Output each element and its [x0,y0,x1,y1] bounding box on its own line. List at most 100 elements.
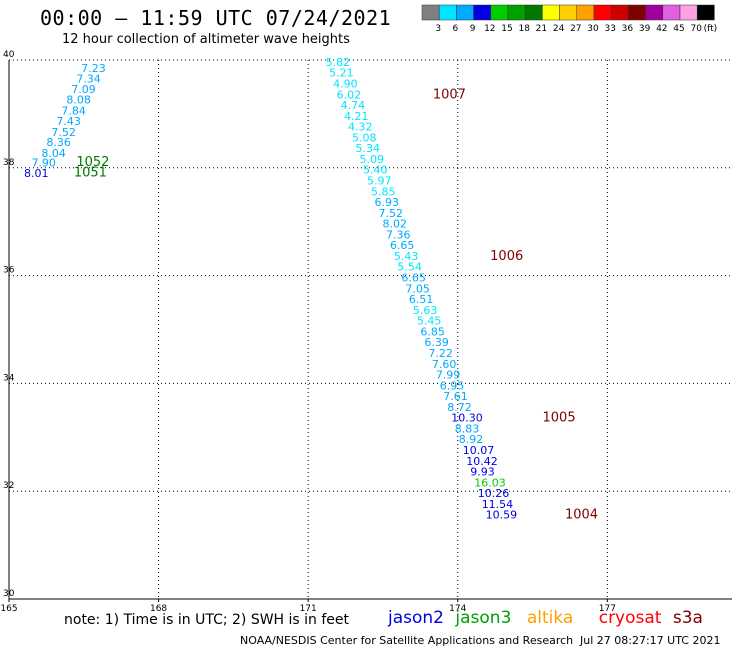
wave-height-point: 5.21 [329,67,354,80]
wave-height-point: 7.52 [51,126,76,139]
chart-subtitle: 12 hour collection of altimeter wave hei… [62,32,350,47]
footer-note: note: 1) Time is in UTC; 2) SWH is in fe… [64,612,350,628]
wave-height-point: 11.54 [482,498,513,511]
colorbar-label: 39 [639,24,651,34]
wave-height-point: 6.93 [374,196,399,209]
y-tick-label: 34 [3,373,15,383]
pressure-label: 1004 [565,508,598,523]
wave-height-point: 5.09 [360,153,385,166]
wave-height-point: 5.40 [363,164,388,177]
wave-height-point: 5.08 [352,131,377,144]
mission-jason2: jason2 [388,608,444,628]
mission-altika: altika [526,608,574,628]
wave-height-point: 10.26 [478,487,510,500]
wave-height-point: 4.32 [348,121,373,134]
wave-height-point: 9.93 [470,466,495,479]
wave-height-point: 5.43 [394,250,419,263]
tick-labels: 165 168 171 174 177 30 32 34 36 38 40 [0,50,616,614]
colorbar-swatch [679,4,698,21]
colorbar-swatch [507,4,526,21]
colorbar-swatch [473,4,492,21]
pressure-label: 1051 [74,165,107,180]
colorbar-swatch [559,4,578,21]
colorbar-swatch [524,4,543,21]
wave-height-point: 6.65 [390,239,415,252]
wave-height-point: 7.09 [71,83,96,96]
wave-height-point: 5.54 [397,261,422,274]
wave-height-point: 4.21 [344,110,369,123]
wave-height-point: 8.01 [24,167,48,180]
wave-height-point: 6.65 [401,272,426,285]
wave-height-point: 10.07 [463,444,495,457]
wave-height-point: 7.22 [428,347,453,360]
colorbar-swatch [542,4,560,21]
x-tick-label: 171 [300,604,317,614]
wave-height-point: 8.92 [459,433,484,446]
wave-height-point: 4.90 [333,77,358,90]
colorbar-label: 36 [622,24,634,34]
wave-height-point: 5.63 [413,304,438,317]
mission-s3a: s3a [672,608,703,628]
wave-height-point: 5.45 [417,315,442,328]
wave-height-point: 10.59 [486,509,518,522]
wave-height-point: 4.74 [341,99,366,112]
colorbar-label: 33 [604,24,615,34]
colorbar-swatch [456,4,474,21]
colorbar-label: 6 [453,24,459,34]
colorbar-label: 15 [501,24,512,34]
credit-date: Jul 27 08:27:17 UTC 2021 [580,634,721,647]
wave-height-point: 7.61 [443,390,468,403]
credit-text: NOAA/NESDIS Center for Satellite Applica… [240,634,574,647]
wave-height-point: 5.97 [367,175,392,188]
wave-height-point: 7.34 [76,73,101,86]
colorbar: 3 6 9 12 15 18 21 24 27 30 33 36 39 42 45 70 (ft) [421,4,717,34]
mission-cryosat: cryosat [598,608,662,628]
wave-height-point: 10.30 [451,412,483,425]
mission-jason3: jason3 [455,608,512,628]
colorbar-swatch [490,4,509,21]
y-tick-label: 30 [3,589,15,599]
x-tick-label: 177 [599,604,616,614]
wave-height-point: 7.23 [81,62,106,75]
wave-height-point: 5.82 [326,56,351,69]
wave-height-point: 7.36 [386,228,411,241]
colorbar-swatch [696,4,715,21]
wave-height-point: 8.83 [455,422,480,435]
colorbar-label: 42 [656,24,667,34]
wave-height-point: 5.85 [371,185,396,198]
colorbar-label: 24 [553,24,565,34]
y-tick-label: 36 [3,266,15,276]
wave-height-point: 6.51 [409,293,434,306]
wave-height-point: 7.90 [31,157,56,170]
colorbar-swatch [645,4,664,21]
wave-height-point: 5.34 [356,142,381,155]
colorbar-label: 9 [470,24,476,34]
pressure-label: 1005 [543,411,576,426]
wave-height-point: 7.84 [61,104,86,117]
pressure-label: 1052 [76,155,109,170]
wave-height-point: 6.39 [424,336,449,349]
colorbar-swatch [593,4,612,21]
colorbar-swatch [662,4,681,21]
wave-height-point: 8.02 [382,218,407,231]
wave-height-point: 7.60 [432,358,457,371]
wave-height-point: 8.36 [46,136,71,149]
wave-height-point: 10.42 [466,455,498,468]
axis-frame [8,60,732,602]
wave-height-point: 8.04 [41,147,65,160]
colorbar-label: 30 [587,24,599,34]
x-tick-label: 165 [0,604,17,614]
wave-height-point: 6.85 [420,325,445,338]
chart-title: 00:00 – 11:59 UTC 07/24/2021 [40,6,392,30]
wave-height-point: 16.03 [474,476,506,489]
colorbar-label: 3 [435,24,441,34]
colorbar-swatch [610,4,629,21]
wave-height-point: 7.52 [378,207,403,220]
mission-legend: jason2 jason3 altika cryosat s3a [388,608,703,628]
wave-height-point: 7.05 [405,282,430,295]
wave-height-point: 7.43 [56,115,81,128]
x-tick-label: 168 [150,604,167,614]
wave-height-labels: 7.237.347.098.087.847.437.528.368.047.90… [24,56,517,522]
